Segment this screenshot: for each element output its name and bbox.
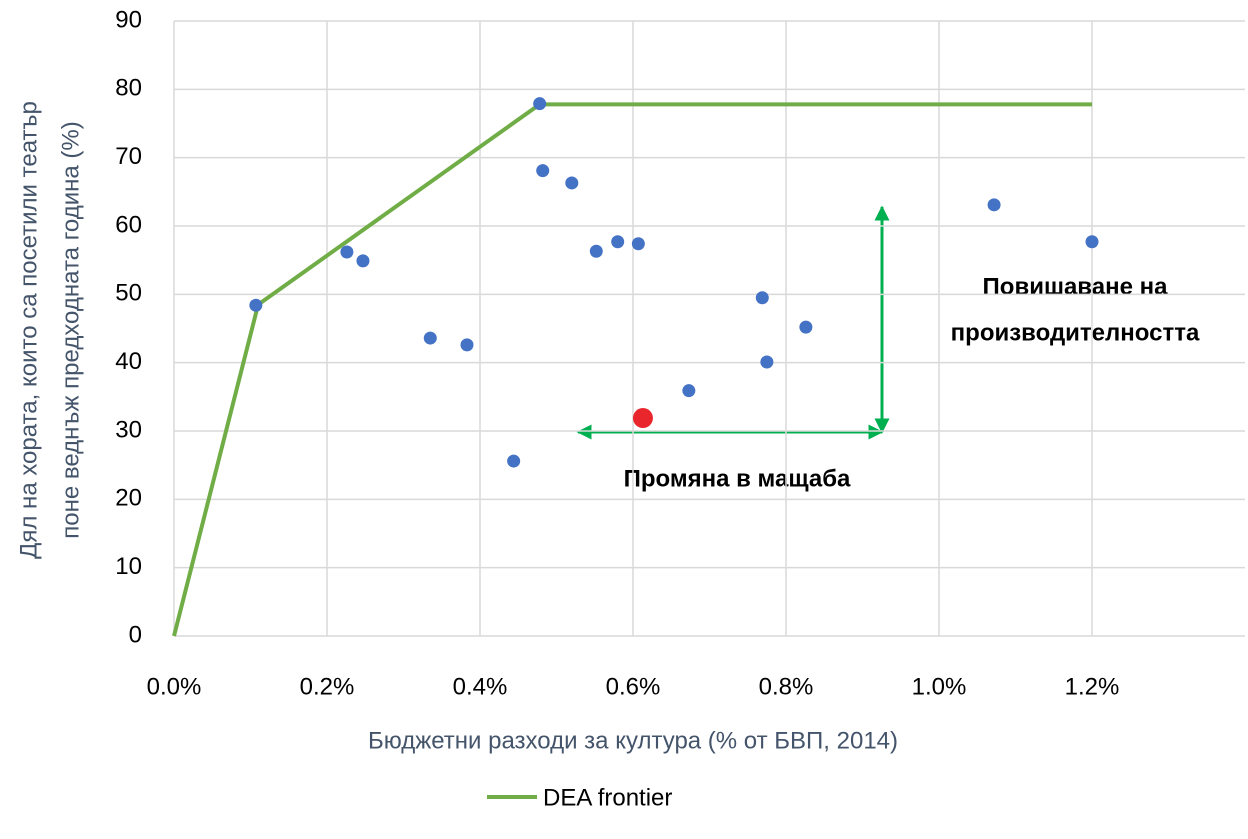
point	[760, 355, 774, 369]
x-tick-label: 1.0%	[912, 673, 967, 700]
y-tick-label: 70	[115, 143, 142, 170]
annotation: Повишаване на	[983, 273, 1169, 300]
point	[533, 97, 547, 111]
y-tick-label: 60	[115, 211, 142, 238]
point	[682, 384, 696, 398]
y-axis-title: Дял на хората, които са посетили театър	[15, 101, 42, 559]
point	[460, 338, 474, 352]
y-tick-label: 20	[115, 485, 142, 512]
point	[356, 254, 370, 268]
y-tick-label: 40	[115, 348, 142, 375]
point	[507, 454, 521, 468]
x-tick-label: 0.0%	[147, 673, 202, 700]
y-tick-label: 50	[115, 280, 142, 307]
legend-label: DEA frontier	[543, 784, 672, 811]
point	[565, 176, 579, 190]
annotation: Промяна в мащаба	[624, 465, 851, 492]
point	[536, 164, 550, 178]
x-tick-label: 1.2%	[1065, 673, 1120, 700]
point	[632, 408, 653, 429]
y-tick-label: 80	[115, 75, 142, 102]
point	[249, 298, 263, 312]
y-tick-label: 30	[115, 416, 142, 443]
frontier-line	[172, 102, 1092, 637]
x-tick-label: 0.6%	[606, 673, 661, 700]
x-axis-title: Бюджетни разходи за култура (% от БВП, 2…	[368, 727, 898, 754]
annotation: производителността	[951, 319, 1200, 346]
y-axis-title: поне веднъж предходната година (%)	[57, 121, 84, 538]
point	[631, 237, 645, 251]
point	[1085, 235, 1099, 249]
point	[340, 245, 354, 259]
x-tick-label: 0.2%	[300, 673, 355, 700]
point	[423, 331, 437, 345]
point	[755, 291, 769, 305]
y-tick-label: 10	[115, 553, 142, 580]
point	[799, 320, 813, 334]
y-tick-label: 0	[129, 621, 142, 648]
x-tick-label: 0.8%	[759, 673, 814, 700]
y-tick-label: 90	[115, 6, 142, 33]
point	[987, 198, 1001, 212]
point	[611, 235, 625, 249]
x-tick-label: 0.4%	[453, 673, 508, 700]
point	[589, 244, 603, 258]
